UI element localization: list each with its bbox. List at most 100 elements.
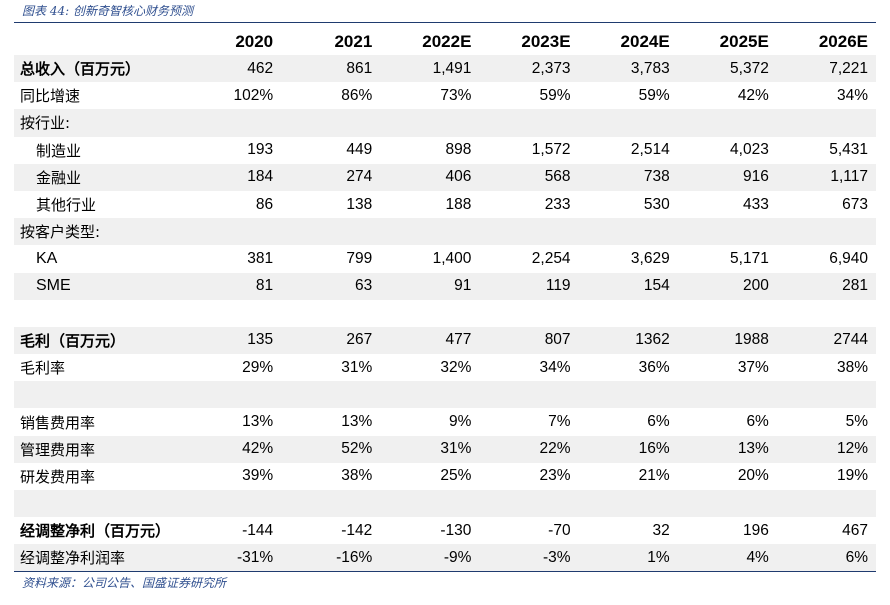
table-row: 制造业 193 449 898 1,572 2,514 4,023 5,431 — [14, 137, 876, 164]
table-cell: 5,171 — [730, 249, 769, 267]
table-cell — [776, 109, 876, 137]
table-cell: 19% — [836, 467, 868, 485]
table-cell: 21% — [638, 467, 670, 485]
table-cell: 4% — [677, 544, 777, 572]
table-cell — [182, 381, 282, 409]
table-cell: 31% — [341, 358, 373, 376]
table-cell: 6% — [746, 413, 769, 431]
table-row: 销售费用率 13% 13% 9% 7% 6% 6% 5% — [14, 408, 876, 435]
table-cell: 6% — [776, 544, 876, 572]
table-cell: 135 — [182, 326, 282, 355]
table-cell: 63 — [281, 272, 381, 300]
table-cell: 119 — [479, 272, 579, 300]
table-cell: 1,491 — [380, 55, 480, 83]
table-cell: -142 — [341, 521, 373, 539]
table-cell: 7,221 — [776, 55, 876, 83]
table-cell: 20% — [737, 467, 769, 485]
table-cell: 477 — [380, 326, 480, 355]
table-cell: 42% — [182, 435, 282, 463]
figure-caption: 图表 44: 创新奇智核心财务预测 — [22, 4, 193, 18]
table-cell — [182, 109, 282, 137]
table-cell — [281, 490, 381, 518]
table-cell: 673 — [842, 195, 868, 213]
table-cell: 433 — [742, 195, 769, 213]
table-cell — [380, 490, 480, 518]
table-cell — [578, 381, 678, 409]
table-cell: -16% — [281, 544, 381, 572]
table-row: 按客户类型: — [14, 218, 876, 246]
table-cell: -130 — [440, 521, 472, 539]
table-cell: 34% — [836, 86, 868, 104]
table-cell: 38% — [341, 467, 373, 485]
table-row: 经调整净利润率 -31% -16% -9% -3% 1% 4% 6% — [14, 544, 876, 572]
row-label: 制造业 — [36, 141, 82, 160]
table-cell: 37% — [737, 358, 769, 376]
table-cell: 42% — [737, 86, 769, 104]
table-cell: 23% — [539, 467, 571, 485]
table-cell — [380, 300, 479, 327]
table-cell — [777, 300, 876, 327]
table-row: 按行业: — [14, 109, 876, 137]
table-cell — [677, 490, 777, 518]
column-header: 2021 — [281, 29, 381, 55]
table-cell — [578, 218, 678, 246]
row-label — [14, 300, 182, 327]
table-cell — [479, 300, 578, 327]
table-row — [14, 300, 876, 327]
table-cell: 13% — [341, 413, 373, 431]
table-cell: 59% — [539, 86, 571, 104]
table-cell: 138 — [346, 195, 373, 213]
table-row: 其他行业 86 138 188 233 530 433 673 — [14, 191, 876, 218]
table-cell: -70 — [548, 521, 571, 539]
table-cell — [182, 218, 282, 246]
row-label: 总收入（百万元） — [14, 55, 182, 83]
table-cell: 3,783 — [578, 55, 678, 83]
column-header: 2024E — [578, 29, 678, 55]
row-label: 经调整净利润率 — [14, 544, 182, 572]
column-header: 2025E — [677, 29, 777, 55]
table-cell: 5,431 — [829, 141, 868, 159]
table-bottom-rule — [14, 571, 876, 572]
table-cell — [579, 300, 678, 327]
row-label: 按客户类型: — [14, 218, 182, 246]
row-label: KA — [36, 249, 58, 267]
financial-forecast-table: 2020 2021 2022E 2023E 2024E 2025E 2026E … — [14, 29, 876, 572]
table-row: KA 381 799 1,400 2,254 3,629 5,171 6,940 — [14, 245, 876, 272]
table-cell: -3% — [479, 544, 579, 572]
table-cell: 568 — [479, 163, 579, 191]
table-row: 毛利（百万元） 135 267 477 807 1362 1988 2744 — [14, 326, 876, 355]
table-cell: 38% — [836, 358, 868, 376]
table-row — [14, 490, 876, 518]
table-cell — [281, 300, 380, 327]
table-cell: 36% — [638, 358, 670, 376]
table-cell — [380, 109, 480, 137]
table-cell: 3,629 — [630, 249, 670, 267]
table-cell: 102% — [233, 86, 274, 104]
table-cell — [578, 109, 678, 137]
table-cell: 6% — [647, 413, 670, 431]
table-cell: 81 — [182, 272, 282, 300]
table-cell: 2,254 — [531, 249, 571, 267]
table-cell: 274 — [281, 163, 381, 191]
table-cell: -144 — [242, 521, 274, 539]
table-cell: 1% — [578, 544, 678, 572]
table-cell: 2,373 — [479, 55, 579, 83]
table-row — [14, 381, 876, 409]
table-cell: 5% — [845, 413, 868, 431]
column-header: 2026E — [776, 29, 876, 55]
table-cell: 898 — [445, 141, 472, 159]
table-cell: 1362 — [578, 326, 678, 355]
table-cell: 193 — [247, 141, 274, 159]
table-cell — [678, 300, 777, 327]
row-label: 毛利率 — [20, 359, 66, 378]
table-cell: 1,117 — [776, 163, 876, 191]
table-cell: 449 — [346, 141, 373, 159]
table-cell — [281, 381, 381, 409]
table-top-rule — [14, 22, 876, 23]
table-cell: 32% — [440, 358, 472, 376]
table-row: 管理费用率 42% 52% 31% 22% 16% 13% 12% — [14, 435, 876, 463]
row-label — [14, 490, 182, 518]
table-cell: 462 — [182, 55, 282, 83]
table-cell — [677, 218, 777, 246]
row-label: 其他行业 — [36, 196, 97, 215]
